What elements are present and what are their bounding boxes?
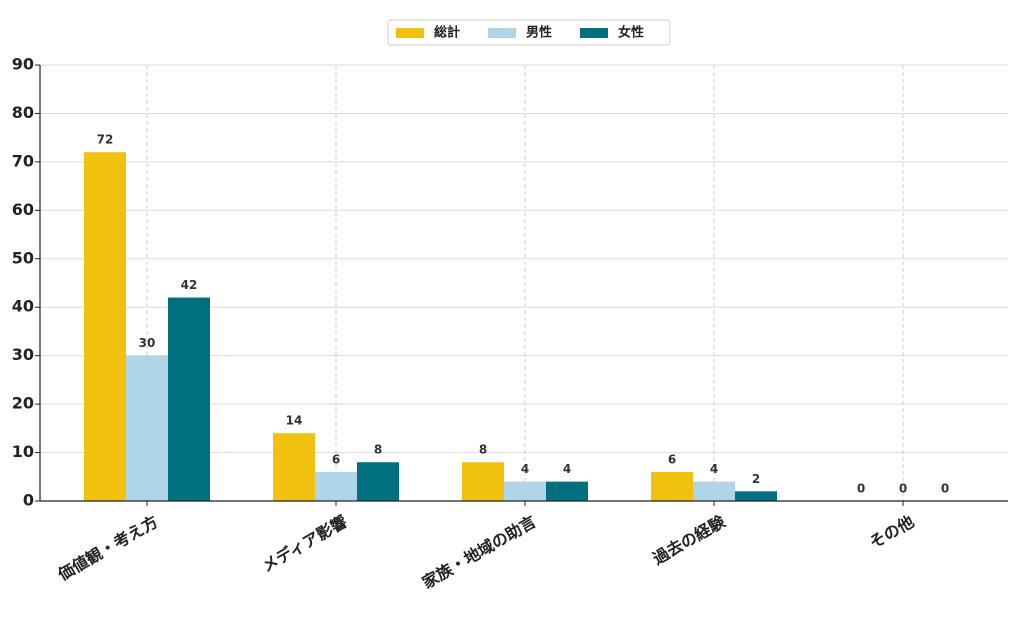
x-tick-label: 家族・地域の助言	[419, 512, 539, 592]
value-label: 42	[181, 278, 198, 292]
y-tick-label: 90	[12, 55, 34, 74]
legend-label: 女性	[618, 25, 644, 41]
value-label: 4	[710, 462, 718, 476]
y-tick-label: 20	[12, 394, 34, 413]
bar	[315, 471, 357, 501]
legend-label: 男性	[526, 25, 552, 41]
value-label: 4	[563, 462, 571, 476]
x-tick-label: その他	[866, 512, 917, 552]
value-label: 4	[521, 462, 529, 476]
bar	[357, 462, 399, 501]
bar	[168, 297, 210, 501]
y-tick-label: 40	[12, 297, 34, 316]
value-label: 0	[941, 482, 949, 496]
legend-swatch	[580, 28, 608, 38]
y-tick-label: 60	[12, 200, 34, 219]
x-tick-label: 価値観・考え方	[54, 512, 161, 585]
bar	[126, 355, 168, 501]
bar	[504, 481, 546, 501]
bar	[546, 481, 588, 501]
y-tick-label: 30	[12, 345, 34, 364]
value-label: 0	[857, 482, 865, 496]
y-tick-label: 0	[23, 491, 34, 510]
value-label: 6	[332, 452, 340, 466]
bar	[735, 491, 777, 501]
value-label: 6	[668, 452, 676, 466]
value-label: 14	[286, 414, 303, 428]
bar	[693, 481, 735, 501]
y-tick-label: 10	[12, 442, 34, 461]
y-tick-label: 50	[12, 248, 34, 267]
value-label: 8	[374, 443, 382, 457]
y-tick-label: 80	[12, 103, 34, 122]
bar	[651, 471, 693, 501]
value-label: 8	[479, 443, 487, 457]
value-label: 72	[97, 133, 114, 147]
y-tick-label: 70	[12, 151, 34, 170]
bar	[462, 462, 504, 501]
legend-box	[387, 19, 671, 46]
value-label: 30	[139, 336, 156, 350]
legend: 総計 男性 女性	[387, 19, 671, 46]
x-tick-label: 過去の経験	[649, 511, 730, 568]
bar	[84, 152, 126, 501]
legend-label: 総計	[434, 25, 460, 41]
value-label: 0	[899, 482, 907, 496]
legend-swatch	[396, 28, 424, 38]
bar	[273, 433, 315, 501]
x-tick-label: メディア影響	[259, 512, 351, 576]
legend-swatch	[488, 28, 516, 38]
value-label: 2	[752, 472, 760, 486]
